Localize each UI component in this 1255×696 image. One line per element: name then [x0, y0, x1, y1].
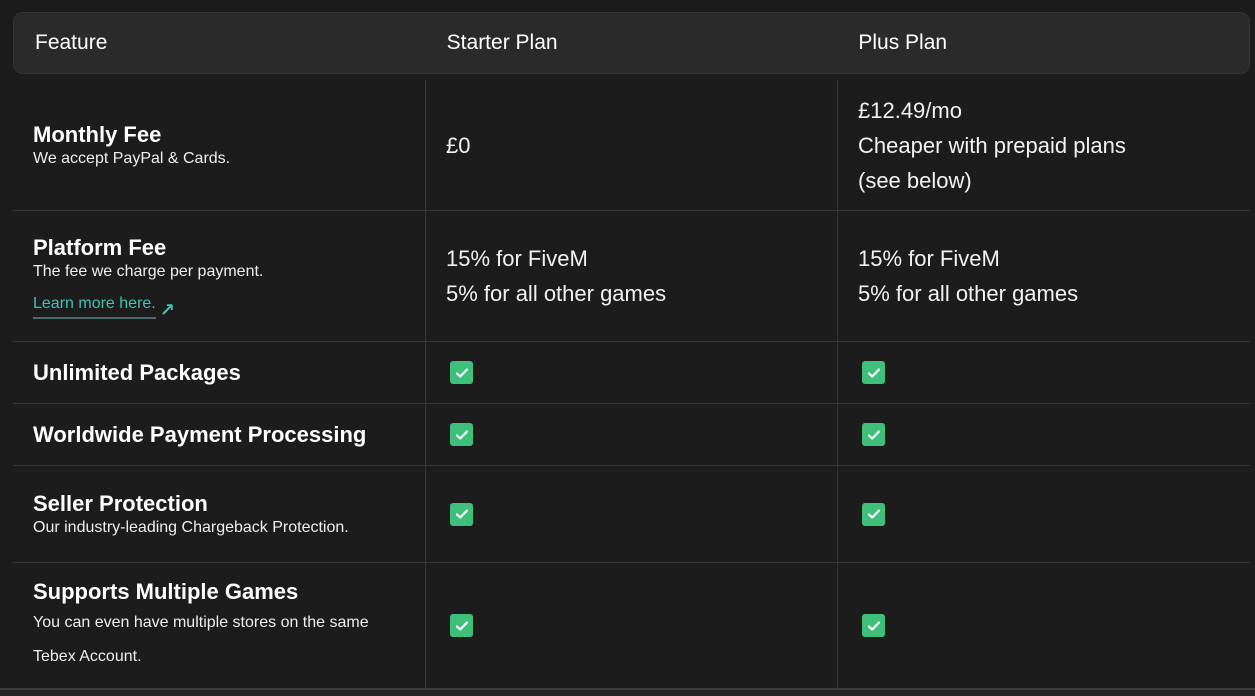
learn-more-label: Learn more here.	[33, 295, 156, 319]
check-box-icon	[450, 614, 473, 637]
table-row: Seller Protection Our industry-leading C…	[13, 466, 1250, 563]
starter-cell	[425, 404, 837, 465]
plus-cell	[837, 563, 1249, 688]
feature-desc: You can even have multiple stores on the…	[33, 613, 369, 665]
plus-cell	[837, 404, 1249, 465]
feature-cell: Unlimited Packages	[13, 342, 425, 403]
comparison-table: Monthly Fee We accept PayPal & Cards. £0…	[13, 80, 1250, 688]
plus-cell	[837, 466, 1249, 562]
feature-title: Supports Multiple Games	[33, 578, 299, 604]
feature-title: Seller Protection	[33, 491, 208, 516]
table-row: Platform Fee The fee we charge per payme…	[13, 211, 1250, 342]
feature-cell: Platform Fee The fee we charge per payme…	[13, 211, 425, 341]
plus-value: £12.49/mo	[858, 97, 962, 123]
plus-cell: £12.49/mo Cheaper with prepaid plans (se…	[837, 80, 1249, 210]
feature-cell: Monthly Fee We accept PayPal & Cards.	[13, 80, 425, 210]
starter-value: £0	[446, 132, 471, 158]
feature-cell: Seller Protection Our industry-leading C…	[13, 466, 425, 562]
table-header: Feature Starter Plan Plus Plan	[13, 12, 1250, 74]
starter-value: 5% for all other games	[446, 281, 667, 306]
check-box-icon	[862, 423, 885, 446]
starter-cell	[425, 563, 837, 688]
check-box-icon	[862, 614, 885, 637]
starter-cell	[425, 466, 837, 562]
feature-title: Unlimited Packages	[33, 359, 241, 385]
feature-title: Monthly Fee	[33, 122, 162, 147]
starter-value: 15% for FiveM	[446, 246, 588, 271]
plus-value: 5% for all other games	[858, 281, 1079, 306]
check-box-icon	[450, 423, 473, 446]
starter-cell: £0	[425, 80, 837, 210]
header-starter-plan: Starter Plan	[446, 31, 558, 54]
arrow-up-right-icon: ↗	[159, 299, 175, 320]
plus-cell: 15% for FiveM 5% for all other games	[837, 211, 1249, 341]
feature-title: Worldwide Payment Processing	[33, 421, 367, 447]
table-row: Supports Multiple Games You can even hav…	[13, 563, 1250, 688]
table-row: Worldwide Payment Processing	[13, 404, 1250, 466]
plus-value: (see below)	[858, 167, 972, 193]
plus-value: Cheaper with prepaid plans	[858, 132, 1126, 158]
feature-desc: Our industry-leading Chargeback Protecti…	[33, 519, 349, 536]
check-box-icon	[450, 361, 473, 384]
starter-cell	[425, 342, 837, 403]
plus-cell	[837, 342, 1249, 403]
table-bottom-border	[0, 688, 1255, 696]
check-box-icon	[862, 361, 885, 384]
starter-cell: 15% for FiveM 5% for all other games	[425, 211, 837, 341]
header-feature: Feature	[35, 31, 108, 54]
feature-desc: The fee we charge per payment.	[33, 262, 264, 280]
feature-desc: We accept PayPal & Cards.	[33, 150, 231, 167]
plus-value: 15% for FiveM	[858, 246, 1000, 271]
check-box-icon	[862, 502, 885, 526]
learn-more-link[interactable]: Learn more here. ↗	[33, 295, 175, 320]
table-row: Unlimited Packages	[13, 342, 1250, 404]
feature-cell: Worldwide Payment Processing	[13, 404, 425, 465]
table-row: Monthly Fee We accept PayPal & Cards. £0…	[13, 80, 1250, 211]
feature-cell: Supports Multiple Games You can even hav…	[13, 563, 425, 688]
header-plus-plan: Plus Plan	[858, 31, 948, 54]
check-box-icon	[450, 502, 473, 526]
feature-title: Platform Fee	[33, 234, 167, 260]
